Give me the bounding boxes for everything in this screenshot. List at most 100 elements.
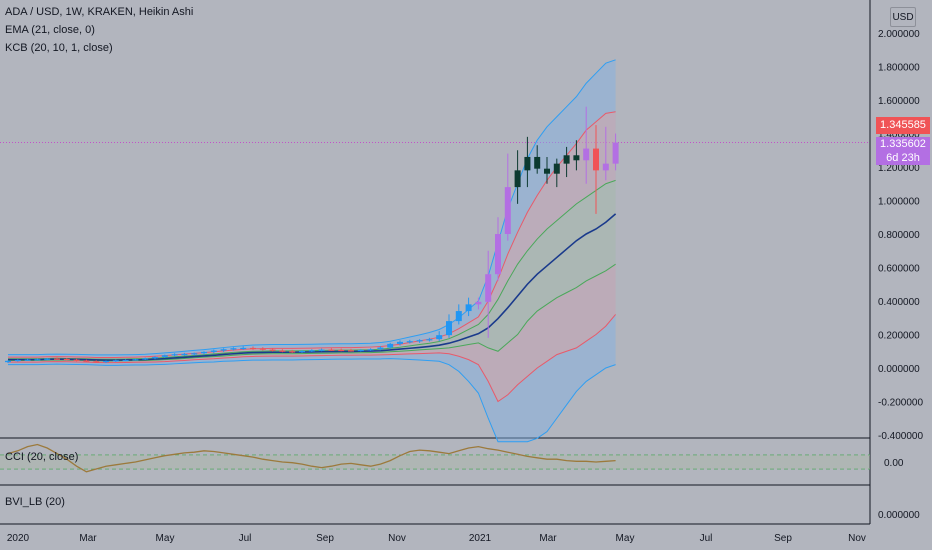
x-tick-label: Sep <box>316 533 334 544</box>
y-tick-label: 1.600000 <box>878 96 920 107</box>
close-price-tag: 1.335602 6d 23h <box>876 137 930 165</box>
kcb-legend[interactable]: KCB (20, 10, 1, close) <box>5 42 113 54</box>
candle-body <box>191 353 198 355</box>
bvi-legend[interactable]: BVI_LB (20) <box>5 496 65 508</box>
candle-body <box>308 350 315 352</box>
candle-body <box>465 304 472 312</box>
y-tick-label: 1.400000 <box>878 130 920 141</box>
candle-body <box>54 358 60 360</box>
candle-body <box>573 155 580 161</box>
cci-legend[interactable]: CCI (20, close) <box>5 451 79 463</box>
y-tick-label: 0.400000 <box>878 297 920 308</box>
kc-mid-lower-line <box>8 263 616 362</box>
x-tick-label: Mar <box>79 533 97 544</box>
cci-line <box>7 443 616 473</box>
y-tick-label: 2.000000 <box>878 29 920 40</box>
candle-body <box>406 341 413 343</box>
y-tick-label: 0.800000 <box>878 230 920 241</box>
keltner-bands <box>8 59 616 442</box>
candle-body <box>348 350 354 352</box>
x-tick-label: May <box>616 533 635 544</box>
candle-body <box>44 358 51 360</box>
candle-body <box>426 339 433 341</box>
candle-body <box>504 187 511 234</box>
x-tick-label: Jul <box>239 533 252 544</box>
candle-body <box>436 335 443 340</box>
y-tick-label: 1.000000 <box>878 197 920 208</box>
candle-body <box>240 347 247 350</box>
candle-body <box>514 170 521 188</box>
candle-body <box>112 360 119 362</box>
grid <box>0 0 871 525</box>
candle-body <box>299 350 305 353</box>
kc-inner-upper-line <box>8 111 616 358</box>
candle-body <box>553 163 560 174</box>
y-tick-label: 1.800000 <box>878 63 920 74</box>
candle-body <box>181 353 188 356</box>
bvi-zero-tick: 0.000000 <box>878 510 920 521</box>
candle-body <box>24 359 31 361</box>
y-tick-label: 0.200000 <box>878 331 920 342</box>
candle-body <box>416 340 423 342</box>
symbol-legend[interactable]: ADA / USD, 1W, KRAKEN, Heikin Ashi <box>5 6 194 18</box>
cci-band-fill <box>0 455 870 469</box>
y-tick-label: 0.000000 <box>878 364 920 375</box>
candle-body <box>602 163 609 171</box>
x-tick-label: 2021 <box>469 533 492 544</box>
candle-body <box>563 155 570 164</box>
cci-zero-tick: 0.00 <box>884 458 904 469</box>
candle-body <box>593 148 599 171</box>
candle-body <box>5 360 11 363</box>
candle-body <box>230 348 237 350</box>
kc-inner-lower-line <box>8 314 616 403</box>
y-tick-label: -0.200000 <box>878 398 923 409</box>
candle-body <box>387 343 394 348</box>
candle-body <box>357 349 364 352</box>
candle-body <box>161 355 168 357</box>
kc-outer-upper-line <box>8 59 616 356</box>
y-tick-label: -0.400000 <box>878 431 923 442</box>
candle-body <box>132 359 139 361</box>
x-tick-label: Mar <box>539 533 557 544</box>
candle-body <box>475 301 482 305</box>
bvi-pane: 0.000000 <box>878 510 920 521</box>
candle-body <box>73 359 80 361</box>
close-price-value: 1.335602 <box>880 138 926 150</box>
candle-body <box>269 349 276 351</box>
currency-button[interactable]: USD <box>890 7 916 27</box>
candle-body <box>455 311 462 322</box>
candle-body <box>171 354 178 356</box>
axes: 2.000000 1.800000 1.600000 1.400000 1.200000… <box>7 29 924 544</box>
x-tick-label: Nov <box>848 533 866 544</box>
bar-countdown: 6d 23h <box>886 152 920 164</box>
cci-pane: 0.00 <box>0 443 904 473</box>
candle-body <box>250 347 256 350</box>
x-tick-label: Nov <box>388 533 406 544</box>
candle-body <box>583 148 590 161</box>
x-tick-label: Sep <box>774 533 792 544</box>
candle-body <box>328 349 335 351</box>
candle-body <box>495 234 501 275</box>
candle-body <box>220 349 227 351</box>
candle-body <box>524 156 531 171</box>
y-tick-label: 1.200000 <box>878 163 920 174</box>
candle-body <box>93 361 100 363</box>
candle-body <box>122 359 129 362</box>
candle-body <box>289 351 296 353</box>
candle-body <box>152 356 158 359</box>
candle-body <box>612 142 619 164</box>
candle-body <box>103 360 109 363</box>
ema-legend[interactable]: EMA (21, close, 0) <box>5 24 95 36</box>
candle-body <box>83 360 90 362</box>
heikin-ashi-candles <box>5 106 619 363</box>
last-price-tag: 1.345585 <box>876 117 930 134</box>
candle-body <box>397 341 403 344</box>
candle-body <box>14 359 21 362</box>
candle-body <box>377 347 384 350</box>
candle-body <box>446 321 452 336</box>
candle-body <box>142 358 149 360</box>
candle-body <box>367 349 374 351</box>
candle-body <box>210 350 217 352</box>
candle-body <box>34 359 41 361</box>
